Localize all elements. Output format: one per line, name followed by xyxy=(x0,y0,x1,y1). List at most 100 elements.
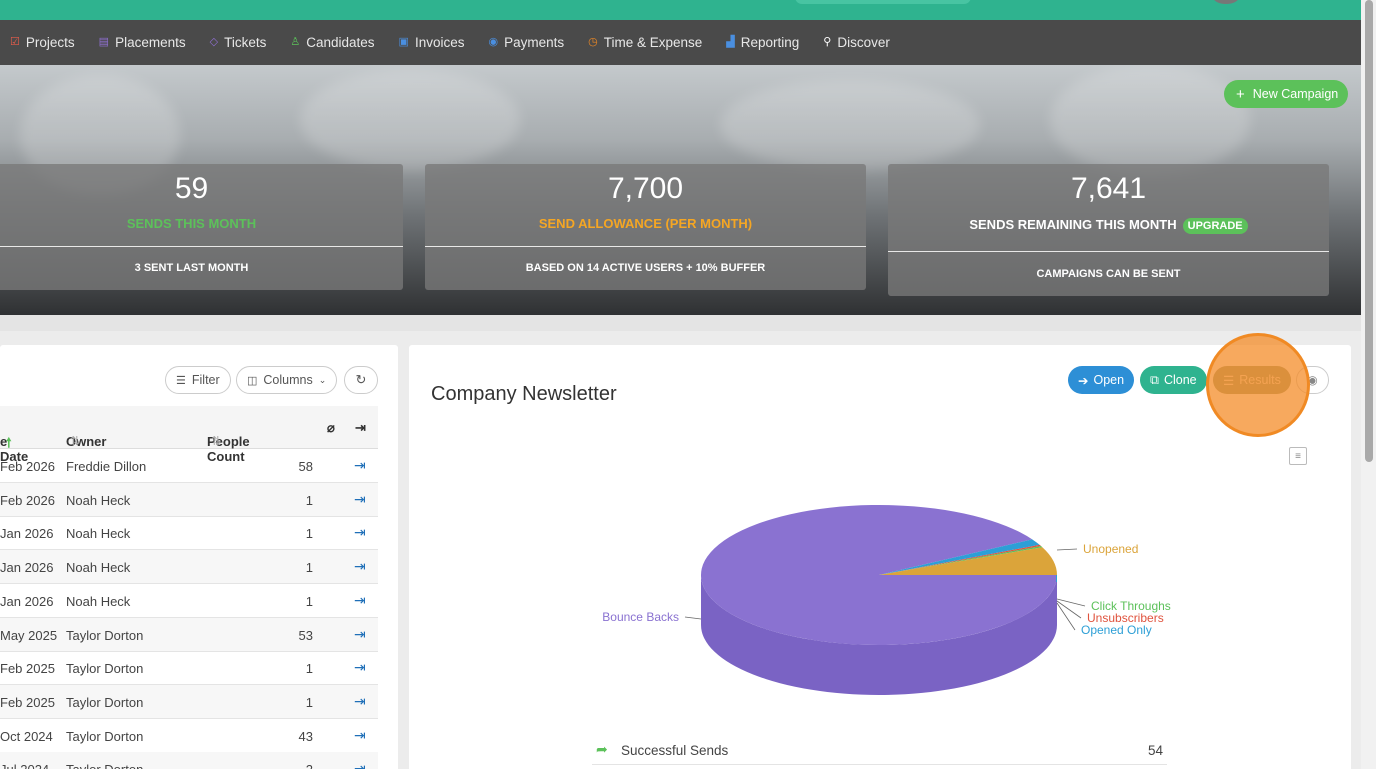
cell-owner: Taylor Dorton xyxy=(66,762,143,769)
open-row-icon[interactable]: ⇥ xyxy=(354,760,366,769)
nav-item-time-expense[interactable]: ◷ Time & Expense xyxy=(588,35,702,50)
global-search-bar[interactable] xyxy=(795,0,971,4)
open-row-icon[interactable]: ⇥ xyxy=(354,558,366,575)
open-row-icon[interactable]: ⇥ xyxy=(354,524,366,541)
open-button[interactable]: ➔ Open xyxy=(1068,366,1135,394)
stat-value: 7,641 xyxy=(1070,172,1147,205)
columns-button[interactable]: ◫ Columns ⌄ xyxy=(236,366,338,394)
nav-item-discover[interactable]: ⚲ Discover xyxy=(823,35,890,50)
cell-owner: Noah Heck xyxy=(66,492,131,508)
open-row-icon[interactable]: ⇥ xyxy=(354,457,366,473)
chart-menu-icon[interactable]: ≡ xyxy=(1289,447,1307,465)
divider xyxy=(0,246,403,247)
cell-date: Jan 2026 xyxy=(0,593,54,609)
cell-people-count: 1 xyxy=(305,661,313,677)
pie-label: Unsubscribers xyxy=(1087,611,1164,625)
summary-row: ➦ Successful Sends 54 xyxy=(592,735,1167,765)
pie-slice[interactable] xyxy=(879,545,1043,575)
column-header-label: e Date xyxy=(0,434,29,464)
stat-value: 59 xyxy=(174,172,209,205)
table-row[interactable]: Jan 2026 Noah Heck 1 ⇥ xyxy=(0,550,378,585)
clone-button[interactable]: ⧉ Clone xyxy=(1140,366,1207,394)
background-decoration xyxy=(300,70,520,170)
stat-card-sends-this-month: 59 SENDS THIS MONTH 3 SENT LAST MONTH xyxy=(0,164,403,290)
pie-slice[interactable] xyxy=(879,547,1057,575)
scrollbar-thumb[interactable] xyxy=(1365,0,1373,462)
pie-side xyxy=(701,575,1057,695)
user-avatar[interactable] xyxy=(1213,0,1239,4)
forward-arrow-icon: ➦ xyxy=(596,741,608,757)
vertical-scrollbar[interactable] xyxy=(1361,0,1376,769)
summary-value: 54 xyxy=(1147,743,1163,758)
table-row[interactable]: Oct 2024 Taylor Dorton 43 ⇥ xyxy=(0,719,378,753)
cell-owner: Taylor Dorton xyxy=(66,694,144,710)
cell-people-count: 1 xyxy=(305,526,313,542)
nav-item-projects[interactable]: ☑ Projects xyxy=(10,35,75,50)
columns-label: Columns xyxy=(263,373,313,387)
cell-owner: Noah Heck xyxy=(66,560,131,576)
table-row[interactable]: Feb 2026 Freddie Dillon 58 ⇥ xyxy=(0,449,378,483)
pie-label: Opened Only xyxy=(1081,623,1152,637)
cell-date: May 2025 xyxy=(0,627,58,643)
pie-label-leader xyxy=(1056,548,1078,551)
person-icon: ♙ xyxy=(290,36,301,48)
eye-icon: ◉ xyxy=(1307,373,1318,387)
campaign-detail-panel: Company Newsletter ➔ Open ⧉ Clone ☰ Resu… xyxy=(409,345,1351,769)
nav-item-reporting[interactable]: ▟ Reporting xyxy=(726,35,799,50)
nav-item-invoices[interactable]: ▣ Invoices xyxy=(399,35,465,50)
table-header: e Date 🠕 Owner ⇅ People Count ⇅ ⌀ ⇥ xyxy=(0,406,378,464)
nav-item-candidates[interactable]: ♙ Candidates xyxy=(290,35,374,50)
table-row[interactable]: Feb 2025 Taylor Dorton 1 ⇥ xyxy=(0,684,378,719)
stat-footer: CAMPAIGNS CAN BE SENT xyxy=(1036,268,1181,280)
cell-owner: Taylor Dorton xyxy=(66,661,144,677)
table-row[interactable]: May 2025 Taylor Dorton 53 ⇥ xyxy=(0,617,378,652)
table-row[interactable]: Jan 2026 Noah Heck 1 ⇥ xyxy=(0,584,378,618)
sort-icon: ⇅ xyxy=(211,434,222,448)
pie-slice[interactable] xyxy=(879,539,1040,575)
table-row[interactable]: Feb 2025 Taylor Dorton 1 ⇥ xyxy=(0,651,378,686)
tag-icon: ◇ xyxy=(209,36,219,48)
pie-side-opened-only xyxy=(1056,575,1057,582)
cell-date: Feb 2026 xyxy=(0,492,55,508)
cell-owner: Freddie Dillon xyxy=(66,459,147,474)
open-all-icon: ⇥ xyxy=(355,420,366,435)
open-row-icon[interactable]: ⇥ xyxy=(354,726,366,743)
cell-date: Feb 2025 xyxy=(0,661,55,677)
cell-owner: Taylor Dorton xyxy=(66,728,144,744)
table-row[interactable]: Feb 2026 Noah Heck 1 ⇥ xyxy=(0,482,378,517)
refresh-button[interactable]: ↻ xyxy=(344,366,378,394)
upgrade-button[interactable]: UPGRADE xyxy=(1182,217,1248,234)
new-campaign-button[interactable]: + New Campaign xyxy=(1224,80,1349,108)
arrow-right-icon: ➔ xyxy=(1078,373,1089,388)
stat-label: SENDS THIS MONTH xyxy=(126,216,257,231)
cell-people-count: 58 xyxy=(298,459,313,474)
table-row[interactable]: Jan 2026 Noah Heck 1 ⇥ xyxy=(0,516,378,551)
nav-item-label: Candidates xyxy=(306,35,375,50)
open-row-icon[interactable]: ⇥ xyxy=(354,591,366,608)
nav-item-label: Payments xyxy=(504,35,565,50)
cell-people-count: 1 xyxy=(305,492,313,508)
pie-label: Bounce Backs xyxy=(602,610,679,624)
open-row-icon[interactable]: ⇥ xyxy=(354,625,366,642)
sort-ascending-icon: 🠕 xyxy=(6,435,12,450)
open-label: Open xyxy=(1093,373,1125,387)
cell-people-count: 53 xyxy=(298,627,313,643)
nav-item-placements[interactable]: ▤ Placements xyxy=(99,35,186,50)
nav-item-tickets[interactable]: ◇ Tickets xyxy=(210,35,267,50)
filter-button[interactable]: ☰ Filter xyxy=(165,366,231,394)
open-row-icon[interactable]: ⇥ xyxy=(354,692,366,709)
sort-icon: ⇅ xyxy=(70,434,81,448)
stat-value: 7,700 xyxy=(607,172,684,205)
horizontal-scrollbar[interactable] xyxy=(0,315,1361,331)
attachment-icon: ⌀ xyxy=(327,420,335,435)
clock-icon: ◷ xyxy=(588,36,598,48)
table-row[interactable]: Jul 2024 Taylor Dorton 2 ⇥ xyxy=(0,752,378,769)
pie-label: Unopened xyxy=(1083,542,1138,556)
open-row-icon[interactable]: ⇥ xyxy=(354,659,366,676)
nav-item-payments[interactable]: ◉ Payments xyxy=(488,35,564,50)
clone-label: Clone xyxy=(1163,373,1197,387)
open-row-icon[interactable]: ⇥ xyxy=(354,490,366,507)
stat-label: SEND ALLOWANCE (PER MONTH) xyxy=(538,216,753,231)
pie-slice[interactable] xyxy=(879,544,1041,575)
stat-card-send-allowance: 7,700 SEND ALLOWANCE (PER MONTH) BASED O… xyxy=(425,164,866,290)
